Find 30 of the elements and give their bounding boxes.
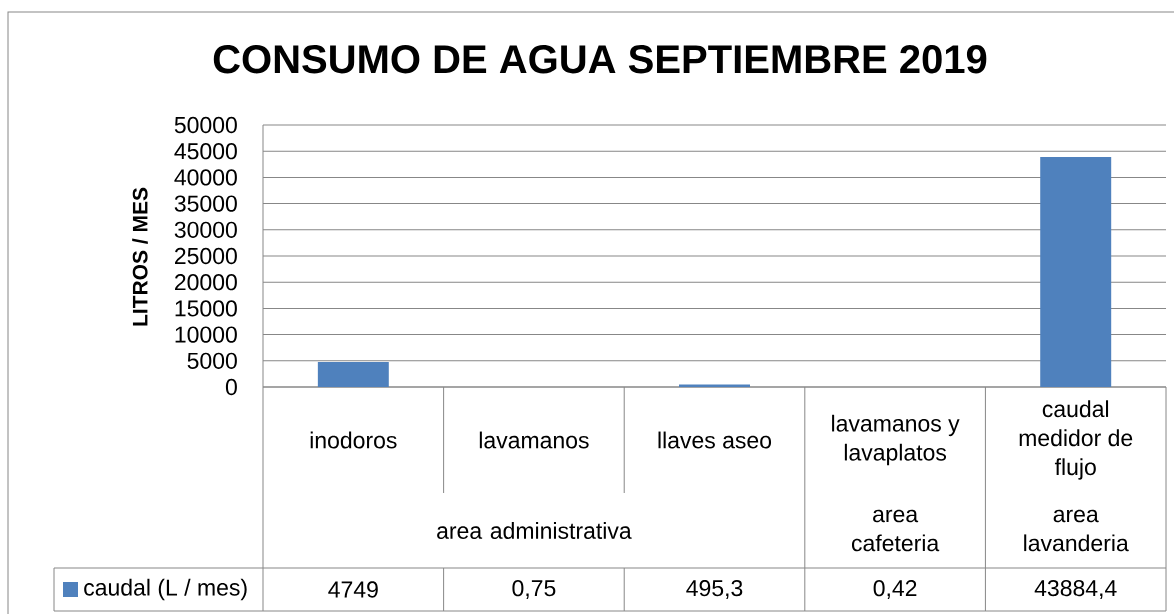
x-tick-label: lavamanos	[479, 431, 589, 449]
text: area administrativa	[437, 522, 632, 539]
data-label: 4749	[328, 581, 378, 598]
data-label: 43884,4	[1034, 580, 1117, 600]
y-tick-label: 10000	[175, 326, 237, 343]
x-tick-label: llaves aseo	[658, 431, 772, 449]
y-tick-label: 0	[225, 378, 237, 396]
x-tick-label: caudal medidor de flujo	[1019, 400, 1133, 480]
y-tick-label: 15000	[175, 300, 237, 317]
legend-label: caudal (L / mes)	[84, 578, 247, 601]
y-axis-title: LITROS / MES	[132, 187, 148, 326]
bar	[679, 384, 750, 387]
data-label: 0,42	[873, 580, 917, 600]
x-tick-label: inodoros	[310, 431, 397, 449]
y-tick-label: 45000	[174, 143, 237, 160]
bar	[317, 362, 389, 387]
text: area lavanderia	[1024, 509, 1129, 552]
data-label: 0,75	[512, 580, 556, 600]
y-tick-label: 35000	[174, 195, 237, 212]
y-tick-label: 50000	[174, 116, 237, 134]
bar	[1040, 157, 1112, 387]
y-tick-label: 20000	[175, 274, 237, 291]
y-tick-label: 25000	[175, 247, 237, 265]
text: area cafeteria	[851, 509, 940, 552]
y-tick-label: 30000	[174, 221, 237, 238]
y-tick-label: 5000	[187, 352, 237, 369]
data-label: 495,3	[686, 580, 743, 600]
y-tick-label: 40000	[174, 169, 237, 186]
chart-title: CONSUMO DE AGUA SEPTIEMBRE 2019	[213, 45, 987, 74]
x-tick-label: lavamanos y lavaplatos	[832, 414, 960, 466]
